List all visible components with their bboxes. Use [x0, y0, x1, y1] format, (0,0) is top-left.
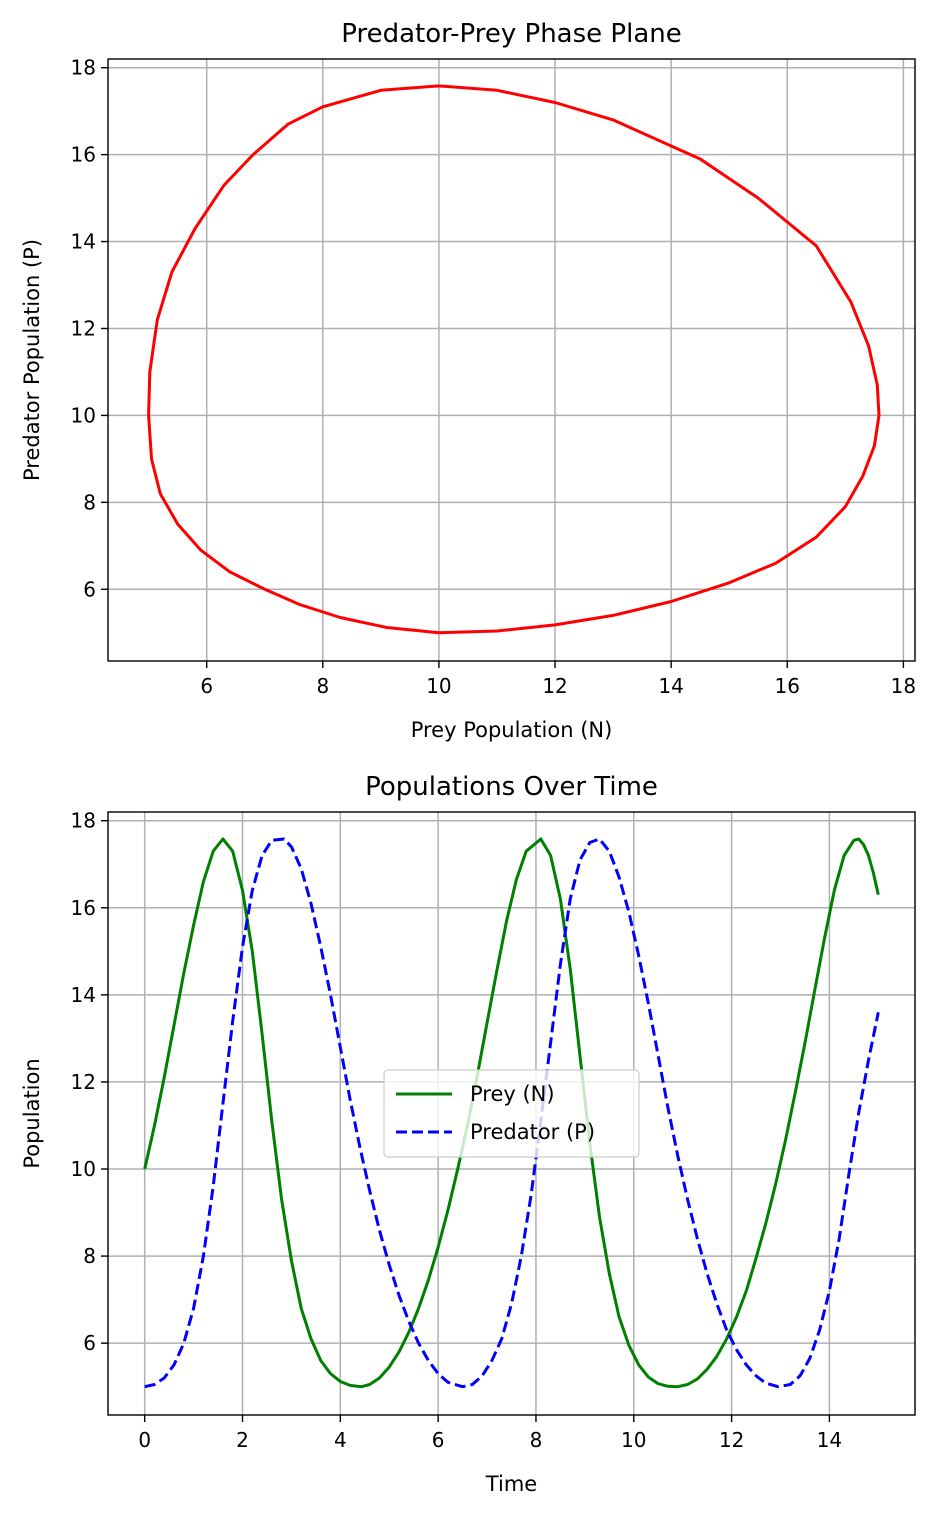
x-tick-label: 12 [542, 674, 567, 698]
x-tick-label: 18 [891, 674, 916, 698]
y-tick-label: 10 [71, 1157, 96, 1181]
y-tick-label: 12 [71, 316, 96, 340]
x-tick-label: 10 [621, 1428, 646, 1452]
x-tick-label: 14 [658, 674, 683, 698]
x-tick-label: 2 [236, 1428, 249, 1452]
chart-title: Populations Over Time [365, 772, 658, 802]
legend-box [383, 1069, 640, 1158]
time-series-chart: 0 2 4 6 8 10 12 14 6 8 10 12 14 16 18 Populations Over … [20, 772, 916, 1496]
x-tick-label: 6 [432, 1428, 445, 1452]
y-tick-label: 6 [83, 1331, 96, 1355]
y-tick-label: 14 [71, 230, 96, 254]
x-tick-label: 8 [530, 1428, 543, 1452]
phase-plane-chart: 6 8 10 12 14 16 18 6 8 10 12 14 16 18 Predator-Prey Ph… [20, 19, 916, 742]
series-line-predator-p [144, 837, 880, 1389]
y-tick-label: 18 [71, 809, 96, 833]
legend-label: Predator (P) [470, 1120, 595, 1144]
y-tick-label: 6 [83, 577, 96, 601]
x-tick-label: 16 [775, 674, 800, 698]
legend-label: Prey (N) [470, 1082, 555, 1106]
y-tick-label: 12 [71, 1070, 96, 1094]
x-tick-label: 4 [334, 1428, 347, 1452]
x-tick-label: 12 [719, 1428, 744, 1452]
y-tick-label: 10 [71, 403, 96, 427]
series-line-prey-n [143, 837, 880, 1389]
x-tick-label: 0 [138, 1428, 151, 1452]
y-axis-label: Predator Population (P) [20, 239, 44, 481]
legend: Prey (N) Predator (P) [383, 1069, 640, 1158]
plot-frame [107, 58, 916, 662]
y-tick-label: 14 [71, 983, 96, 1007]
x-tick-label: 14 [817, 1428, 842, 1452]
y-axis-label: Population [20, 1058, 44, 1168]
y-tick-label: 8 [83, 490, 96, 514]
x-tick-label: 10 [426, 674, 451, 698]
x-tick-label: 6 [200, 674, 213, 698]
x-axis-label: Prey Population (N) [411, 718, 613, 742]
chart-title: Predator-Prey Phase Plane [341, 19, 681, 49]
phase-trajectory-line [147, 84, 881, 635]
y-tick-label: 16 [71, 896, 96, 920]
y-tick-label: 18 [71, 56, 96, 80]
x-axis-label: Time [485, 1472, 537, 1496]
y-tick-label: 16 [71, 143, 96, 167]
plot-frame [107, 811, 916, 1416]
x-tick-label: 8 [316, 674, 329, 698]
y-tick-label: 8 [83, 1244, 96, 1268]
